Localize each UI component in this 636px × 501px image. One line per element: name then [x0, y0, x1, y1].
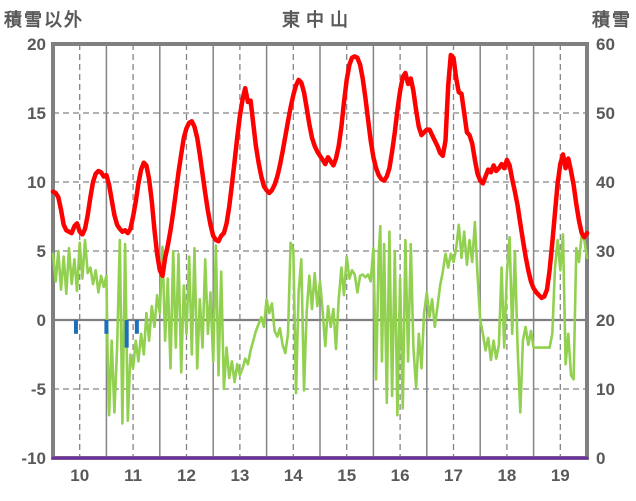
right-y-tick-label: 0	[596, 449, 605, 468]
x-tick-label: 17	[444, 466, 463, 485]
red-line	[50, 52, 590, 301]
left-y-tick-label: -5	[31, 380, 46, 399]
left-y-tick-label: 10	[27, 173, 46, 192]
chart-title: 東中山	[282, 10, 354, 30]
left-y-tick-label: 15	[27, 104, 46, 123]
left-y-tick-label: -10	[21, 449, 46, 468]
left-y-tick-label: 5	[37, 242, 46, 261]
x-tick-label: 15	[337, 466, 356, 485]
blue-bars	[134, 320, 139, 334]
left-y-tick-label: 20	[27, 35, 46, 54]
green-line	[51, 220, 589, 425]
right-y-tick-label: 20	[596, 311, 615, 330]
x-tick-label: 11	[124, 466, 142, 485]
right-y-tick-label: 50	[596, 104, 615, 123]
x-tick-label: 10	[70, 466, 89, 485]
right-y-tick-label: 30	[596, 242, 615, 261]
x-tick-label: 18	[497, 466, 516, 485]
right-y-tick-label: 60	[596, 35, 615, 54]
blue-bars	[73, 320, 78, 334]
left-axis-title: 積雪以外	[4, 10, 84, 30]
x-tick-label: 16	[391, 466, 410, 485]
x-tick-label: 13	[230, 466, 249, 485]
x-tick-label: 19	[551, 466, 570, 485]
x-tick-label: 14	[284, 466, 303, 485]
blue-bars	[124, 320, 129, 348]
left-y-tick-label: 0	[37, 311, 46, 330]
blue-bars	[104, 320, 109, 334]
right-y-tick-label: 10	[596, 380, 615, 399]
right-y-tick-label: 40	[596, 173, 615, 192]
x-tick-label: 12	[177, 466, 196, 485]
right-axis-title: 積雪	[592, 10, 632, 30]
